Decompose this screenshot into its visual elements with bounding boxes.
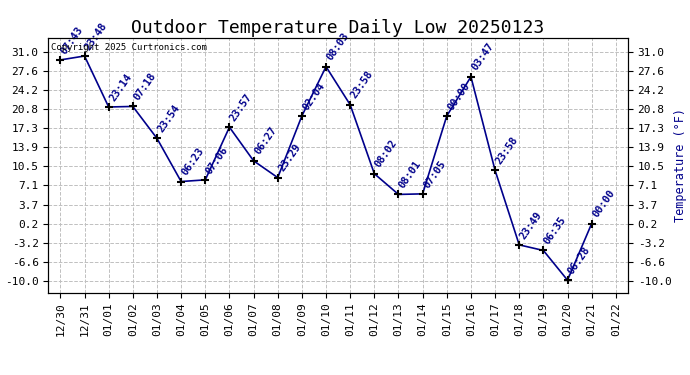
Text: 08:02: 08:02	[373, 138, 400, 170]
Text: 23:58: 23:58	[494, 135, 520, 166]
Title: Outdoor Temperature Daily Low 20250123: Outdoor Temperature Daily Low 20250123	[132, 20, 544, 38]
Text: 23:29: 23:29	[277, 142, 303, 174]
Text: 00:00: 00:00	[446, 81, 472, 112]
Text: 23:57: 23:57	[228, 92, 255, 123]
Text: 08:01: 08:01	[397, 159, 424, 190]
Text: 06:35: 06:35	[542, 215, 569, 246]
Text: 23:58: 23:58	[349, 69, 375, 100]
Text: Copyright 2025 Curtronics.com: Copyright 2025 Curtronics.com	[51, 43, 207, 52]
Text: 07:18: 07:18	[132, 71, 158, 102]
Text: 07:05: 07:05	[422, 158, 448, 190]
Y-axis label: Temperature (°F): Temperature (°F)	[674, 108, 687, 222]
Text: 23:54: 23:54	[156, 103, 182, 134]
Text: 06:27: 06:27	[253, 125, 279, 157]
Text: 23:14: 23:14	[108, 72, 134, 103]
Text: 03:47: 03:47	[470, 41, 496, 73]
Text: 06:23: 06:23	[180, 146, 206, 177]
Text: 00:00: 00:00	[591, 188, 617, 219]
Text: 07:43: 07:43	[59, 24, 86, 56]
Text: 07:06: 07:06	[204, 144, 230, 176]
Text: 23:49: 23:49	[518, 209, 544, 241]
Text: 02:04: 02:04	[301, 81, 327, 112]
Text: 06:28: 06:28	[566, 244, 593, 276]
Text: 23:48: 23:48	[83, 21, 110, 52]
Text: 08:03: 08:03	[325, 31, 351, 63]
